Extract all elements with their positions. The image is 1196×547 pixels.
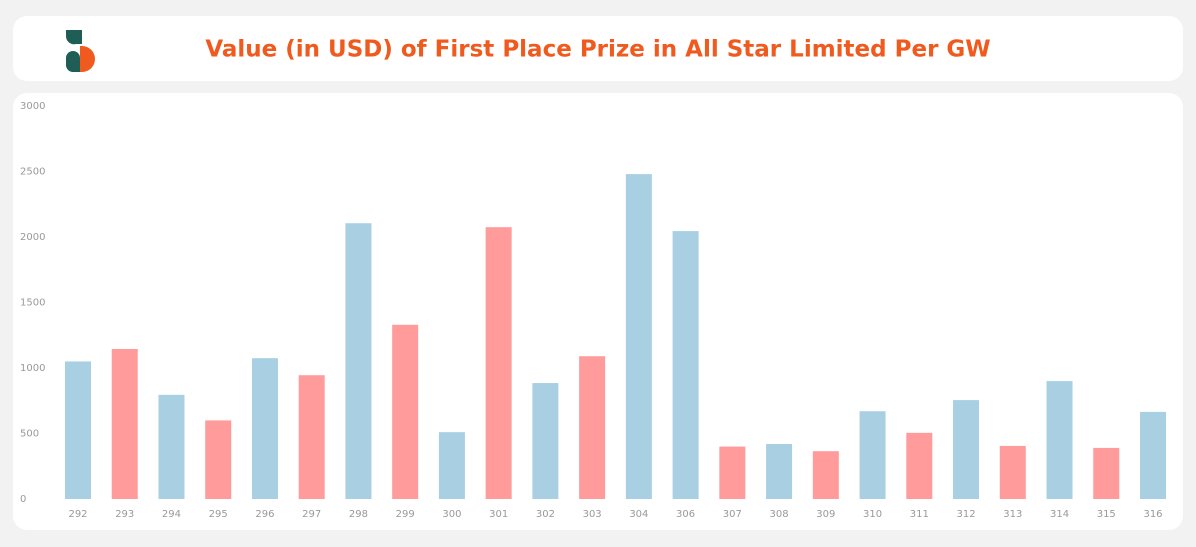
x-tick-label: 313 xyxy=(1003,509,1022,520)
bar xyxy=(532,383,559,499)
x-tick-label: 314 xyxy=(1050,509,1069,520)
bar xyxy=(859,411,886,499)
x-tick-label: 302 xyxy=(536,509,555,520)
bar xyxy=(999,445,1026,499)
y-tick-label: 2000 xyxy=(20,232,45,243)
y-tick-label: 3000 xyxy=(20,101,45,112)
bar xyxy=(251,358,278,499)
bar xyxy=(953,400,980,499)
x-tick-label: 299 xyxy=(396,509,415,520)
x-tick-label: 295 xyxy=(209,509,228,520)
bar xyxy=(438,432,465,499)
bar xyxy=(1093,447,1120,499)
bar xyxy=(579,356,606,499)
bar xyxy=(625,174,652,499)
x-tick-label: 315 xyxy=(1097,509,1116,520)
bar xyxy=(392,324,419,499)
chart-title: Value (in USD) of First Place Prize in A… xyxy=(205,37,990,63)
x-tick-label: 300 xyxy=(442,509,461,520)
y-tick-label: 2500 xyxy=(20,167,45,178)
x-tick-label: 306 xyxy=(676,509,695,520)
x-tick-label: 303 xyxy=(583,509,602,520)
bar xyxy=(298,375,325,499)
x-tick-label: 311 xyxy=(910,509,929,520)
y-tick-label: 500 xyxy=(20,429,39,440)
x-tick-label: 298 xyxy=(349,509,368,520)
x-tick-label: 294 xyxy=(162,509,181,520)
header-card xyxy=(13,16,1183,81)
x-tick-label: 293 xyxy=(115,509,134,520)
bar xyxy=(906,432,933,499)
y-tick-label: 1000 xyxy=(20,363,45,374)
bar xyxy=(205,420,232,499)
bar xyxy=(1140,411,1166,499)
x-tick-label: 316 xyxy=(1143,509,1162,520)
bar xyxy=(485,227,512,500)
x-tick-label: 304 xyxy=(629,509,648,520)
x-tick-label: 309 xyxy=(816,509,835,520)
bar xyxy=(1046,381,1073,499)
x-tick-label: 307 xyxy=(723,509,742,520)
bar xyxy=(111,349,138,499)
x-tick-label: 292 xyxy=(68,509,87,520)
bar xyxy=(766,443,793,499)
x-tick-label: 297 xyxy=(302,509,321,520)
x-tick-label: 312 xyxy=(956,509,975,520)
x-tick-label: 296 xyxy=(255,509,274,520)
x-tick-label: 301 xyxy=(489,509,508,520)
x-tick-label: 310 xyxy=(863,509,882,520)
x-tick-label: 308 xyxy=(770,509,789,520)
bar xyxy=(345,223,372,499)
bar xyxy=(719,446,746,499)
bar xyxy=(812,451,839,499)
bar xyxy=(65,361,91,499)
logo xyxy=(65,30,95,72)
bar xyxy=(158,394,185,499)
y-tick-label: 0 xyxy=(20,494,26,505)
bar xyxy=(672,231,699,500)
y-tick-label: 1500 xyxy=(20,298,45,309)
